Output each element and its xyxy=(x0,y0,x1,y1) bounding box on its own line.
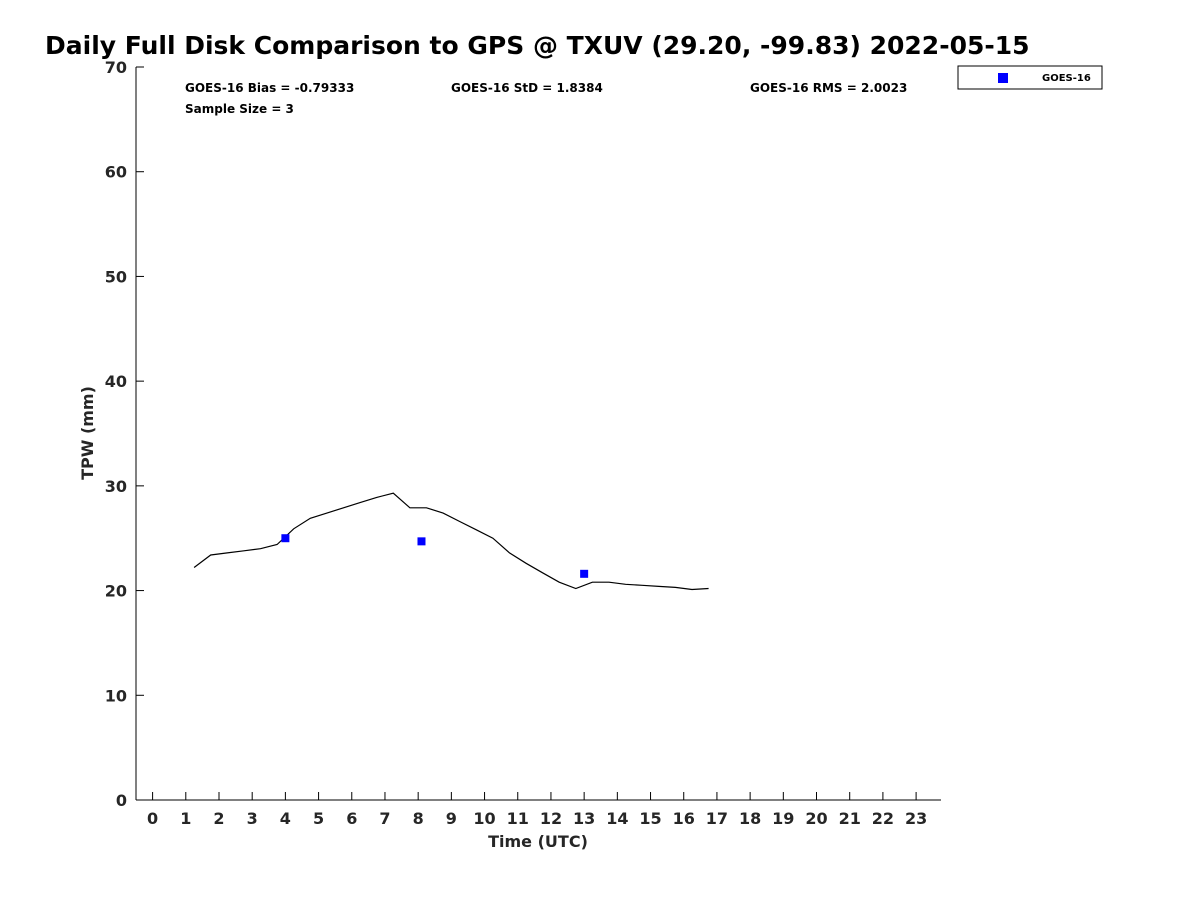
legend-marker xyxy=(998,73,1008,83)
gps-tpw-line xyxy=(193,492,709,591)
x-tick-label: 5 xyxy=(313,809,324,828)
chart-title: Daily Full Disk Comparison to GPS @ TXUV… xyxy=(45,31,1030,60)
stat-rms: GOES-16 RMS = 2.0023 xyxy=(750,81,907,95)
x-tick-label: 6 xyxy=(346,809,357,828)
x-tick-label: 3 xyxy=(247,809,258,828)
x-tick-label: 9 xyxy=(446,809,457,828)
y-tick-label: 10 xyxy=(105,686,127,705)
legend: GOES-16 xyxy=(957,65,1103,90)
x-tick-label: 4 xyxy=(280,809,291,828)
goes16-point xyxy=(281,534,290,543)
y-tick-label: 0 xyxy=(116,791,127,810)
x-tick-label: 1 xyxy=(180,809,191,828)
y-axis-label: TPW (mm) xyxy=(78,386,97,480)
goes16-point xyxy=(580,569,589,578)
y-tick-label: 70 xyxy=(105,58,127,77)
x-axis-label: Time (UTC) xyxy=(488,832,588,851)
x-ticks: 0 1 2 3 4 5 6 7 8 9 10 11 12 13 14 15 16 17 18 19 20 21 22 23 xyxy=(147,792,927,828)
x-tick-label: 22 xyxy=(872,809,894,828)
y-tick-label: 40 xyxy=(105,372,127,391)
x-tick-label: 21 xyxy=(839,809,861,828)
x-tick-label: 15 xyxy=(639,809,661,828)
y-ticks: 0 10 20 30 40 50 60 70 xyxy=(105,58,144,810)
y-tick-label: 50 xyxy=(105,267,127,286)
x-tick-label: 20 xyxy=(805,809,827,828)
x-tick-label: 0 xyxy=(147,809,158,828)
x-tick-label: 7 xyxy=(379,809,390,828)
x-tick-label: 19 xyxy=(772,809,794,828)
goes16-point xyxy=(417,537,426,546)
x-tick-label: 12 xyxy=(540,809,562,828)
x-tick-label: 2 xyxy=(213,809,224,828)
stat-sample-size: Sample Size = 3 xyxy=(185,102,294,116)
x-tick-label: 16 xyxy=(673,809,695,828)
x-tick-label: 23 xyxy=(905,809,927,828)
legend-label: GOES-16 xyxy=(1042,73,1091,84)
x-tick-label: 14 xyxy=(606,809,628,828)
legend-box xyxy=(957,65,1103,90)
x-tick-label: 11 xyxy=(507,809,529,828)
series-layer xyxy=(193,492,709,591)
x-tick-label: 17 xyxy=(706,809,728,828)
stat-bias: GOES-16 Bias = -0.79333 xyxy=(185,81,354,95)
x-tick-label: 18 xyxy=(739,809,761,828)
x-tick-label: 13 xyxy=(573,809,595,828)
y-tick-label: 30 xyxy=(105,477,127,496)
y-tick-label: 20 xyxy=(105,582,127,601)
x-tick-label: 8 xyxy=(413,809,424,828)
x-tick-label: 10 xyxy=(473,809,495,828)
stat-std: GOES-16 StD = 1.8384 xyxy=(451,81,603,95)
y-tick-label: 60 xyxy=(105,163,127,182)
